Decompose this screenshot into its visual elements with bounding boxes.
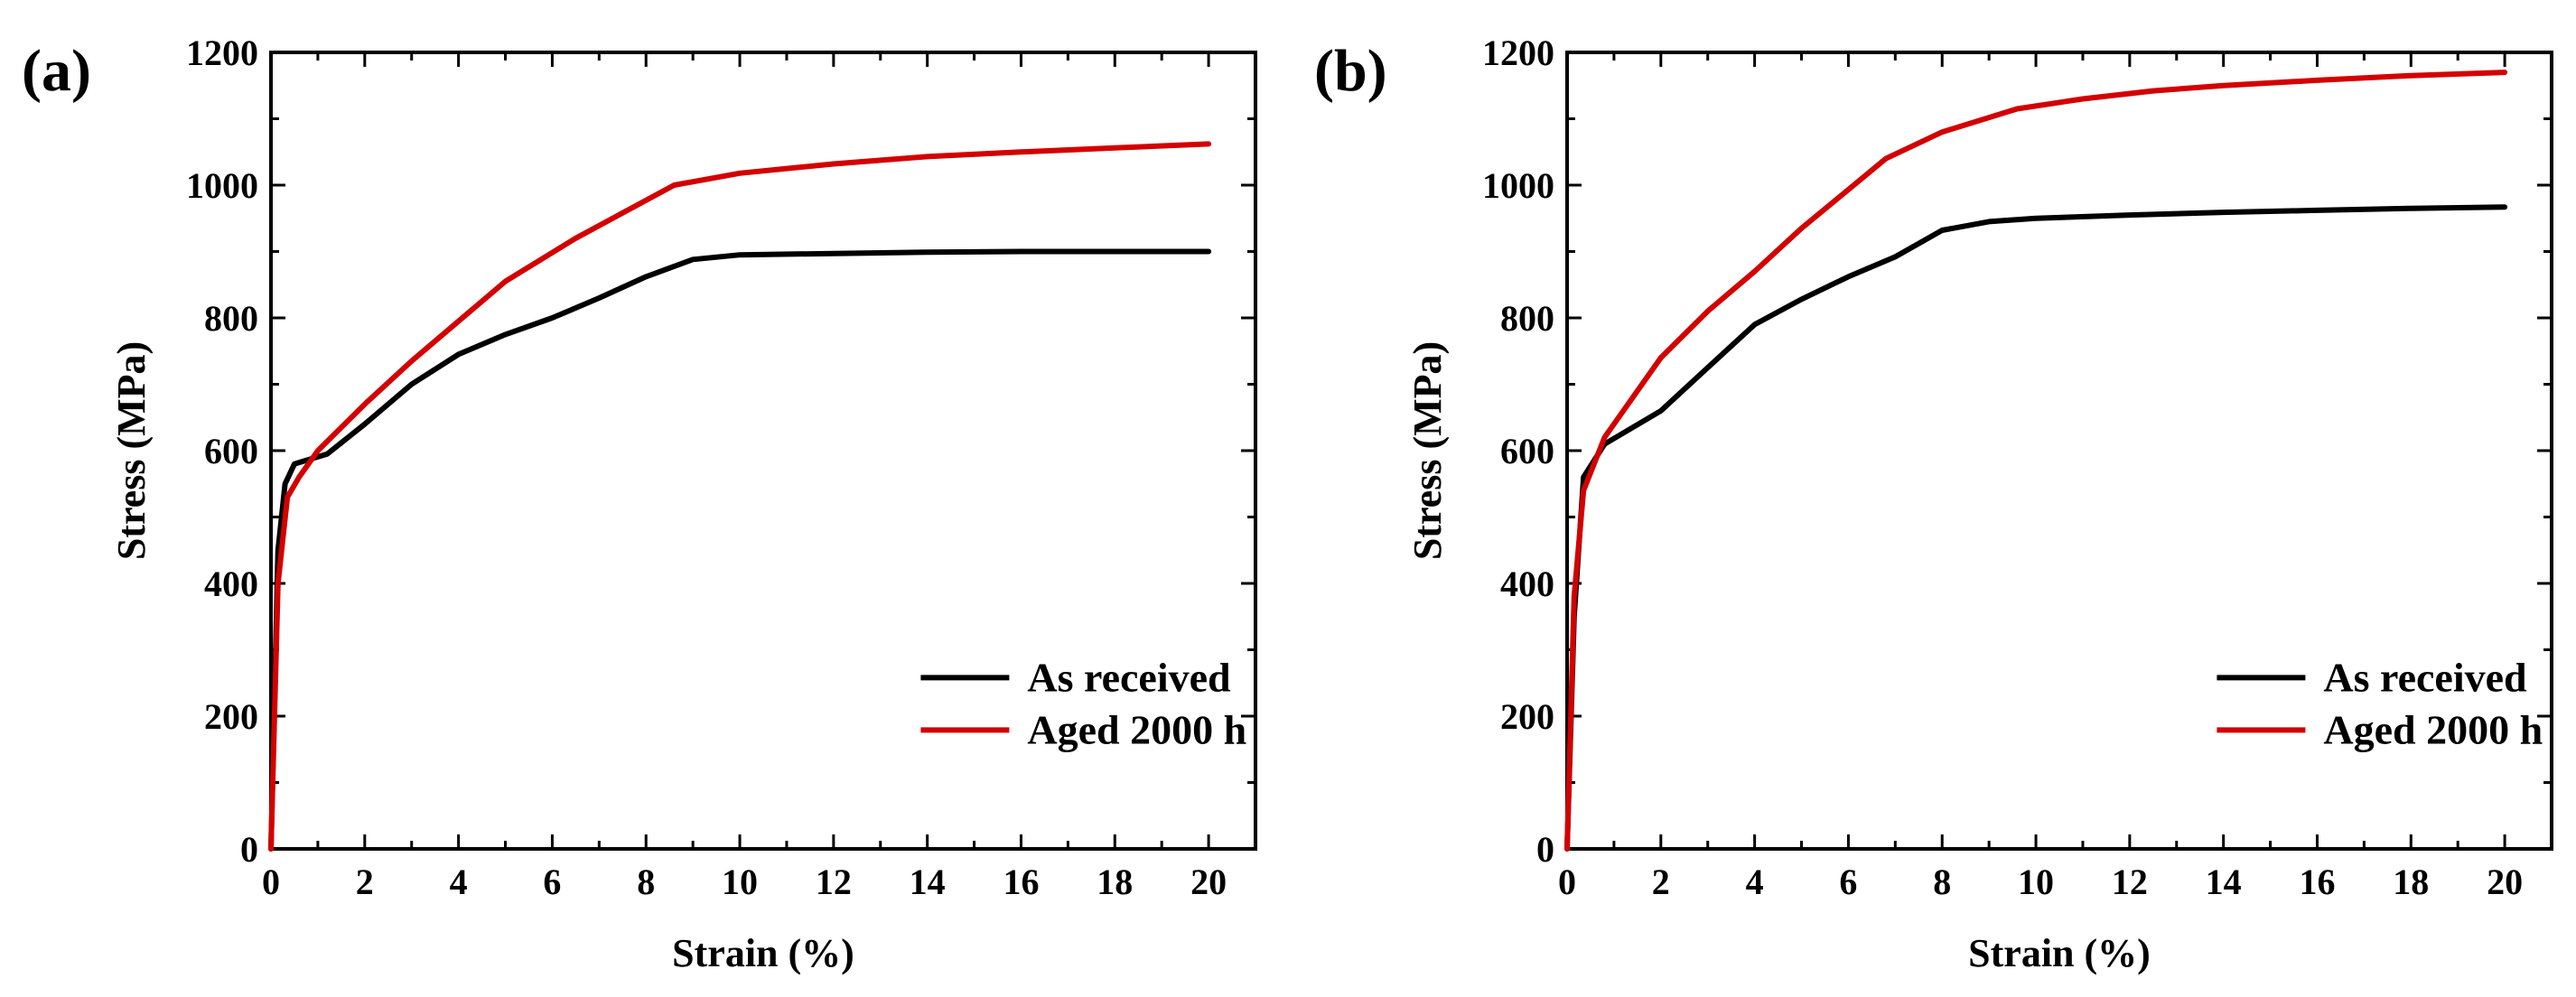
panel-label: (b)	[1314, 38, 1387, 104]
x-tick-label: 10	[722, 862, 758, 902]
x-tick-label: 20	[1190, 862, 1227, 902]
x-tick-label: 12	[816, 862, 852, 902]
x-tick-label: 16	[1003, 862, 1039, 902]
y-axis-title: Stress (MPa)	[109, 341, 154, 560]
legend-label: Aged 2000 h	[1027, 706, 1246, 752]
x-tick-label: 18	[1097, 862, 1133, 902]
y-tick-label: 1200	[1482, 33, 1554, 73]
y-tick-label: 400	[204, 564, 258, 604]
y-tick-label: 800	[1500, 298, 1554, 339]
chart-panel-2: (b)0 2 4 6 8 10 12 14 16 18 2002004006008001000120…	[1314, 33, 2553, 975]
y-axis-title: Stress (MPa)	[1405, 341, 1450, 560]
legend-label: As received	[1027, 654, 1231, 700]
y-tick-label: 800	[204, 298, 258, 339]
y-tick-label: 0	[1536, 829, 1554, 870]
series-line-as-received	[268, 248, 1212, 852]
legend-label: As received	[2323, 654, 2527, 700]
x-tick-label: 12	[2112, 862, 2148, 902]
x-tick-label: 16	[2299, 862, 2335, 902]
y-tick-label: 0	[240, 829, 258, 870]
y-tick-label: 400	[1500, 564, 1554, 604]
x-tick-label: 6	[1839, 862, 1857, 902]
x-tick-label: 0	[1558, 862, 1576, 902]
y-tick-label: 1000	[186, 165, 258, 206]
y-tick-label: 200	[1500, 696, 1554, 737]
series-line-as-received	[1564, 204, 2508, 852]
x-tick-label: 8	[1933, 862, 1951, 902]
y-tick-label: 1200	[186, 33, 258, 73]
y-tick-label: 600	[204, 431, 258, 471]
x-tick-label: 2	[1652, 862, 1670, 902]
legend-label: Aged 2000 h	[2323, 706, 2543, 752]
x-tick-label: 4	[1746, 862, 1764, 902]
chart-panel-1: (a)0 2 4 6 8 10 12 14 16 18 2002004006008001000120…	[22, 33, 1257, 975]
x-axis-title: Strain (%)	[1968, 931, 2151, 975]
x-tick-label: 4	[450, 862, 468, 902]
x-tick-label: 14	[2206, 862, 2242, 902]
y-tick-label: 200	[204, 696, 258, 737]
y-tick-label: 600	[1500, 431, 1554, 471]
series-line-aged-2000h	[268, 141, 1212, 852]
y-tick-label: 1000	[1482, 165, 1554, 206]
series-line-aged-2000h	[1564, 70, 2508, 852]
x-axis-title: Strain (%)	[672, 931, 854, 975]
x-tick-label: 2	[356, 862, 374, 902]
x-tick-label: 18	[2393, 862, 2429, 902]
panel-label: (a)	[22, 38, 91, 104]
x-tick-label: 6	[543, 862, 561, 902]
x-tick-label: 14	[910, 862, 946, 902]
x-tick-label: 10	[2018, 862, 2054, 902]
x-tick-label: 0	[262, 862, 280, 902]
x-tick-label: 8	[637, 862, 655, 902]
x-tick-label: 20	[2487, 862, 2523, 902]
